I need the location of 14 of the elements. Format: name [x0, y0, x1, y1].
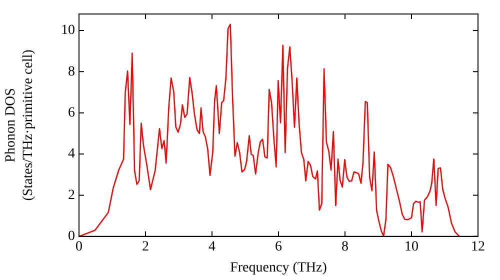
y-tick-label: 6: [68, 106, 75, 121]
y-tick-label: 0: [68, 229, 75, 244]
x-axis-title: Frequency (THz): [230, 260, 328, 276]
x-tick-label: 2: [142, 239, 149, 254]
x-tick-label: 4: [208, 239, 216, 254]
y-tick-label: 2: [68, 188, 75, 203]
y-tick-label: 8: [68, 64, 75, 80]
y-tick-label: 10: [61, 23, 75, 38]
x-tick-label: 6: [275, 239, 282, 254]
x-tick-label: 10: [404, 239, 418, 254]
x-tick-label: 12: [471, 239, 485, 254]
y-axis-title: Phonon DOS (States/THz·primitive cell): [3, 49, 36, 201]
x-tick-label: 8: [342, 239, 348, 254]
y-tick-label: 4: [68, 146, 75, 162]
